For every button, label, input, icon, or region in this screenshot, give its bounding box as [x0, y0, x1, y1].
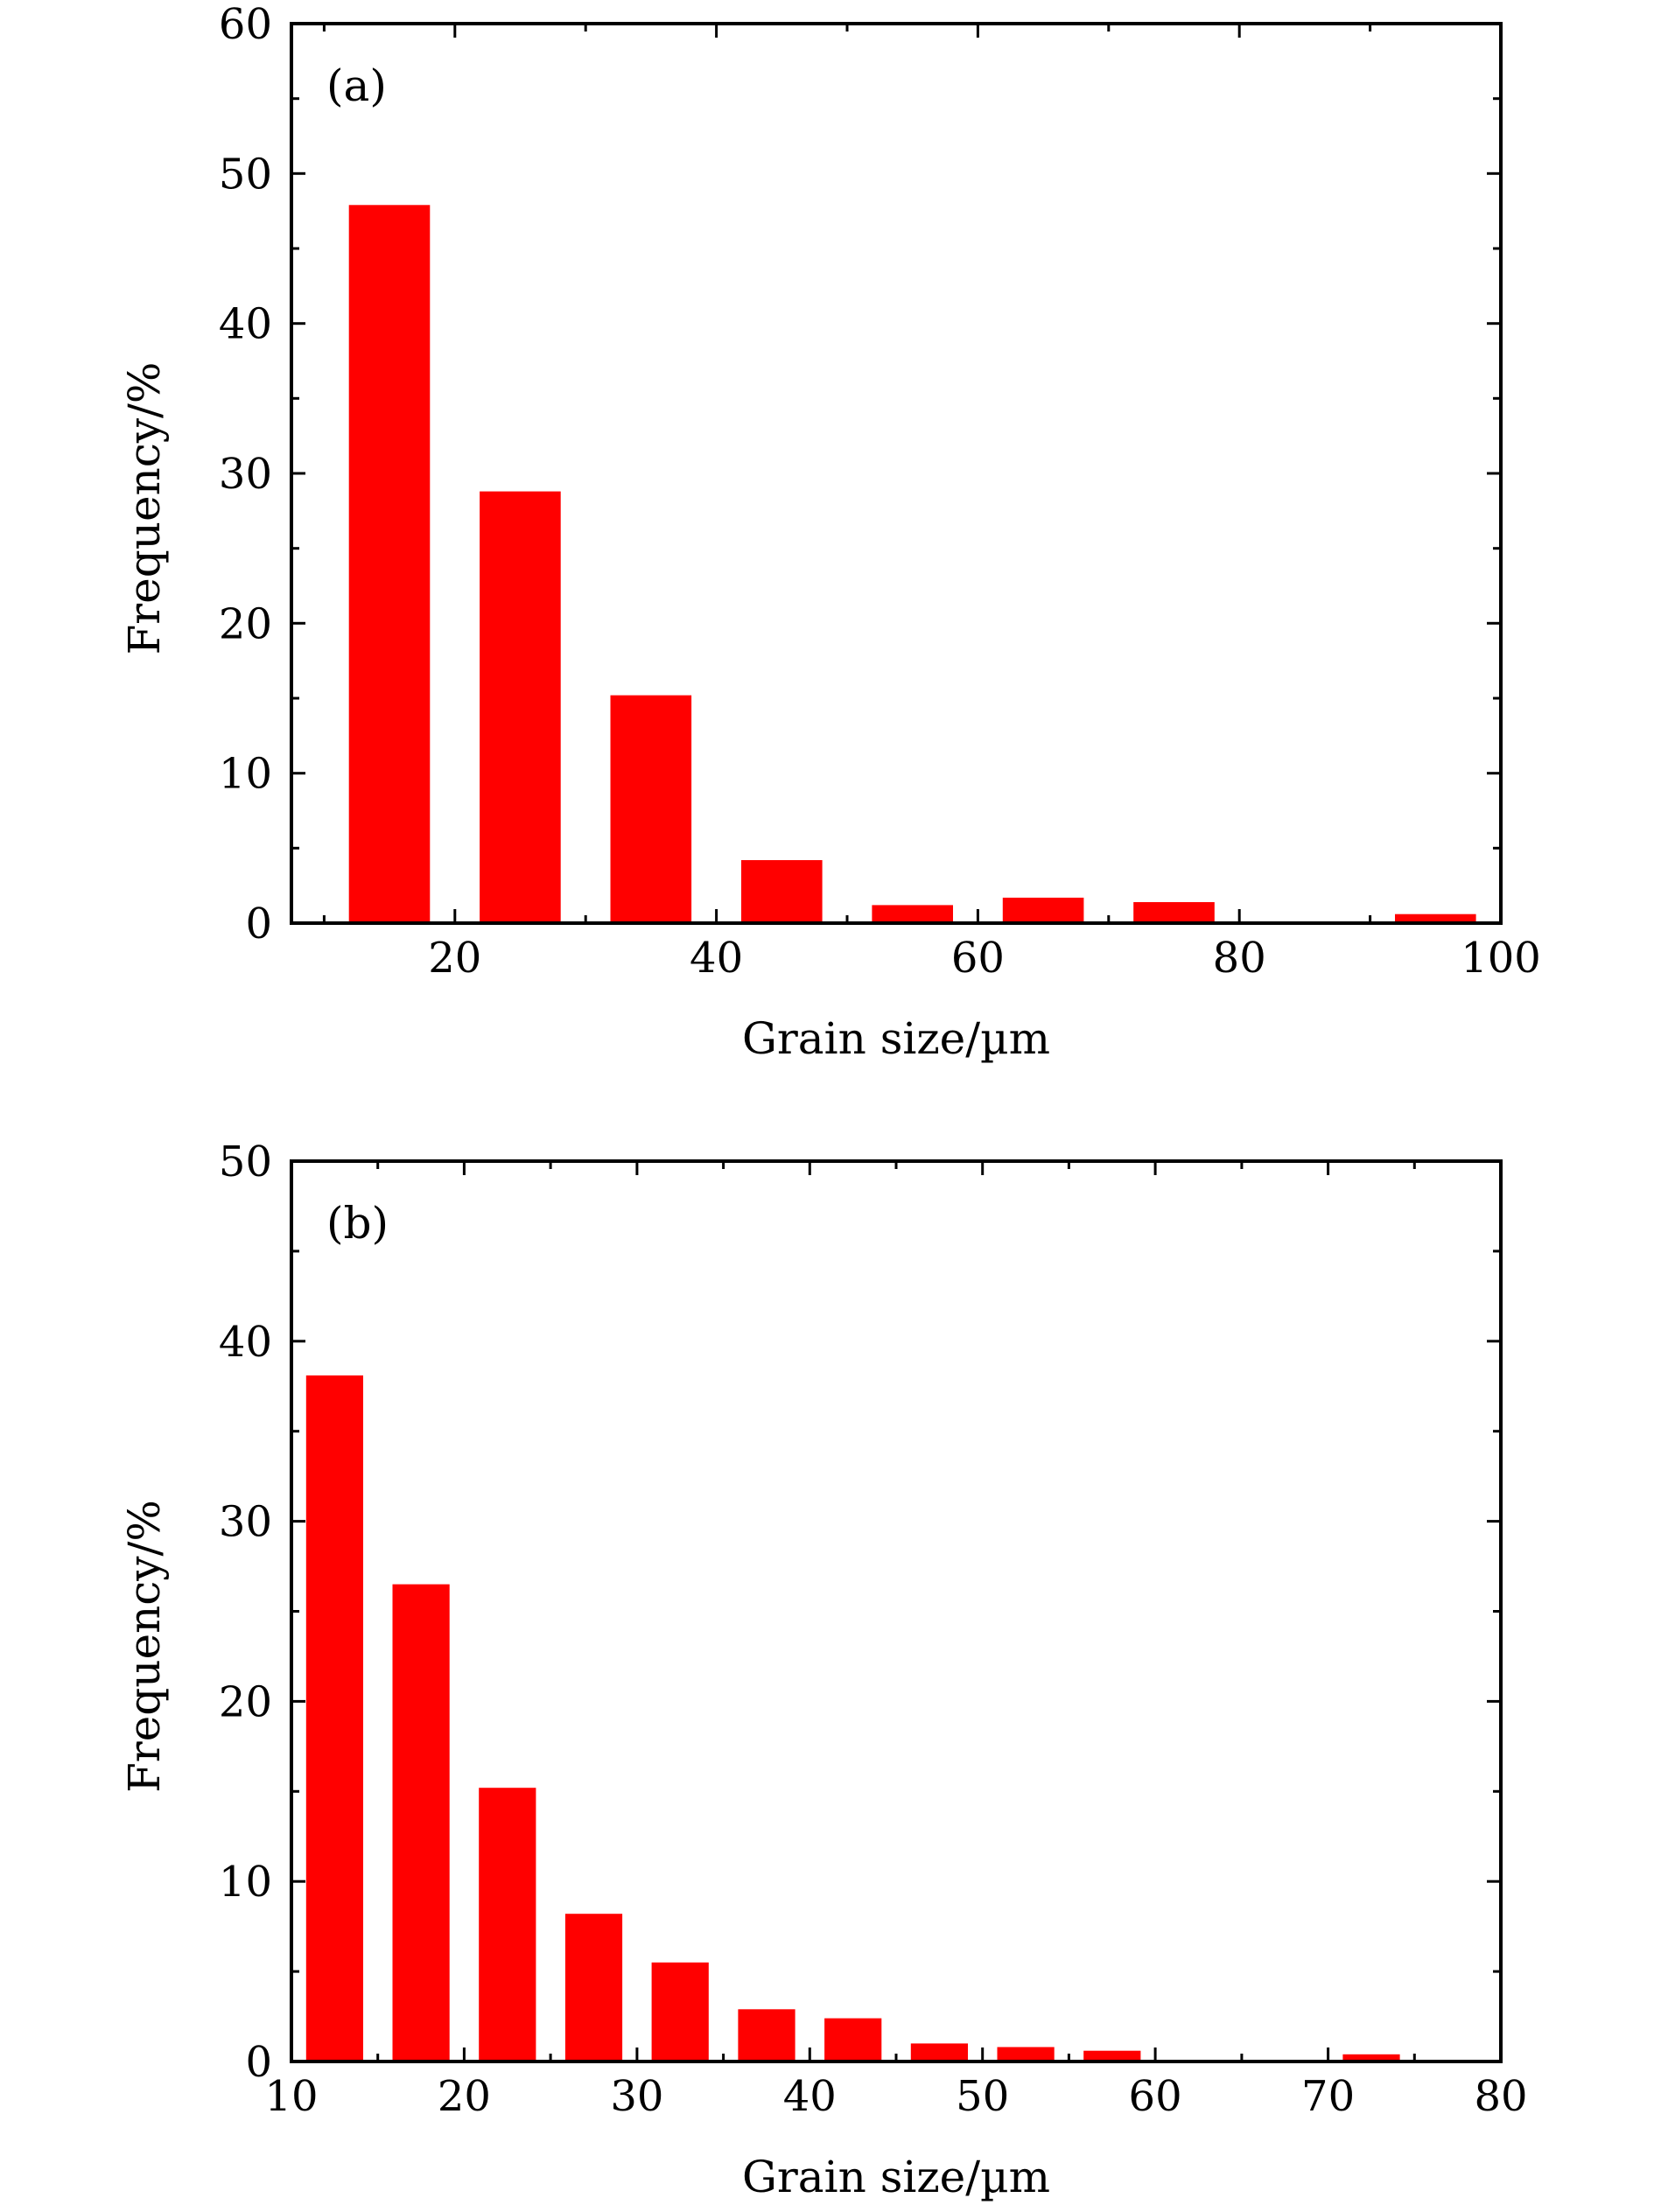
chart-a-panel-label: (a): [326, 60, 387, 111]
chart-b-frame: [290, 1159, 1503, 2063]
chart-a-ytick-label: 40: [219, 300, 272, 349]
chart-b-bar-1: [392, 1584, 450, 2062]
chart-b-xtick-label: 60: [1129, 2072, 1182, 2121]
chart-b-ytick-label: 20: [219, 1677, 272, 1726]
chart-a-xlabel: Grain size/µm: [742, 1013, 1050, 1064]
chart-panel-a: 20 40 60 80 100 0 10 20 30 40 50 60 Grain size/µm Fre…: [119, 0, 1541, 1064]
chart-a-ytick-label: 50: [219, 150, 272, 199]
chart-b-panel-label: (b): [326, 1198, 389, 1249]
chart-a-xtick-label: 60: [951, 934, 1005, 983]
chart-b-xtick-label: 30: [610, 2072, 663, 2121]
chart-b-bar-12: [1342, 2054, 1400, 2062]
chart-b-xtick-label: 20: [438, 2072, 491, 2121]
chart-a-ytick-label: 60: [219, 0, 272, 49]
chart-a-xtick-label: 40: [690, 934, 743, 983]
chart-b-bar-5: [738, 2009, 795, 2062]
chart-b-bar-2: [479, 1788, 536, 2062]
chart-a-bar-6: [1133, 902, 1215, 923]
chart-a-frame: [290, 22, 1503, 925]
chart-a-bar-2: [610, 695, 692, 923]
chart-a-bar-1: [480, 491, 561, 923]
chart-a-xtick-label: 20: [428, 934, 481, 983]
chart-a-bar-4: [872, 905, 953, 923]
chart-a-bar-8: [1395, 914, 1476, 923]
chart-b-bar-8: [997, 2047, 1055, 2062]
chart-a-xtick-label: 100: [1461, 934, 1541, 983]
chart-b-xtick-label: 40: [783, 2072, 837, 2121]
chart-a-ytick-label: 30: [219, 450, 272, 499]
chart-b-ytick-label: 40: [219, 1318, 272, 1367]
chart-b-xtick-label: 80: [1474, 2072, 1527, 2121]
chart-b-ytick-label: 10: [219, 1858, 272, 1907]
chart-a-ytick-label: 0: [245, 900, 272, 948]
chart-b-ylabel: Frequency/%: [119, 1500, 170, 1793]
chart-b-xtick-label: 50: [956, 2072, 1009, 2121]
chart-a-ytick-label: 20: [219, 599, 272, 648]
chart-a-bar-0: [348, 205, 431, 924]
chart-b-bar-6: [824, 2018, 882, 2062]
chart-a-bar-3: [741, 860, 823, 923]
chart-b-bar-9: [1083, 2050, 1141, 2062]
chart-b-bar-4: [651, 1962, 709, 2062]
chart-a-ylabel: Frequency/%: [119, 362, 170, 655]
chart-b-bar-3: [564, 1914, 623, 2062]
chart-b-xtick-label: 10: [264, 2072, 318, 2121]
chart-b-ytick-label: 30: [219, 1498, 272, 1547]
chart-a-xtick-label: 80: [1213, 934, 1266, 983]
chart-b-xlabel: Grain size/µm: [742, 2152, 1050, 2202]
chart-b-bar-0: [305, 1375, 363, 2062]
chart-a-ytick-label: 10: [219, 750, 272, 799]
chart-b-xtick-label: 70: [1301, 2072, 1355, 2121]
chart-b-ytick-label: 50: [219, 1138, 272, 1186]
chart-b-ytick-label: 0: [245, 2038, 272, 2087]
chart-a-bar-5: [1002, 897, 1084, 923]
chart-b-bar-7: [910, 2043, 968, 2062]
